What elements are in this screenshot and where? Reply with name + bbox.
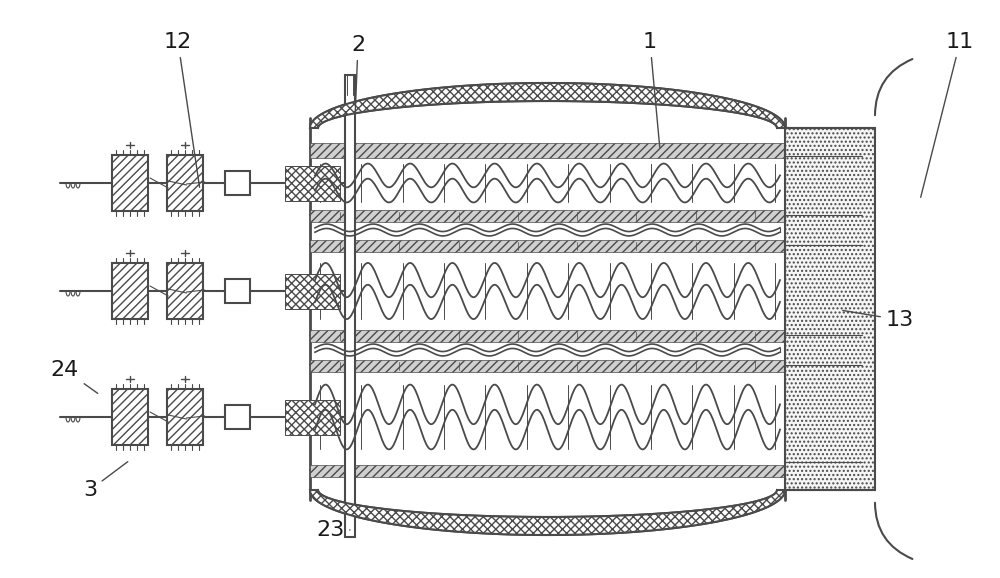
Bar: [225, 171, 250, 195]
Bar: [310, 210, 785, 222]
Text: 23: 23: [316, 520, 350, 540]
Bar: [225, 279, 250, 303]
Bar: [112, 155, 148, 211]
Bar: [225, 405, 250, 429]
Text: 2: 2: [351, 35, 365, 115]
Bar: [112, 263, 148, 319]
Bar: [310, 240, 785, 252]
Text: 12: 12: [164, 32, 200, 187]
Bar: [345, 75, 355, 537]
Bar: [310, 360, 785, 372]
Bar: [112, 155, 148, 211]
PathPatch shape: [310, 490, 785, 535]
Bar: [112, 389, 148, 445]
PathPatch shape: [310, 83, 785, 128]
Bar: [285, 400, 340, 435]
Text: 11: 11: [921, 32, 974, 197]
Bar: [285, 274, 340, 309]
Bar: [167, 389, 203, 445]
Bar: [310, 143, 785, 158]
Text: 24: 24: [51, 360, 98, 394]
Bar: [310, 465, 785, 477]
Bar: [167, 263, 203, 319]
Bar: [167, 263, 203, 319]
Text: 3: 3: [83, 462, 128, 500]
Bar: [167, 155, 203, 211]
Bar: [310, 330, 785, 342]
Bar: [112, 263, 148, 319]
Bar: [785, 128, 875, 490]
Bar: [285, 166, 340, 201]
Text: 13: 13: [843, 310, 914, 330]
Bar: [167, 389, 203, 445]
Text: 1: 1: [643, 32, 660, 147]
Bar: [112, 389, 148, 445]
Bar: [167, 155, 203, 211]
